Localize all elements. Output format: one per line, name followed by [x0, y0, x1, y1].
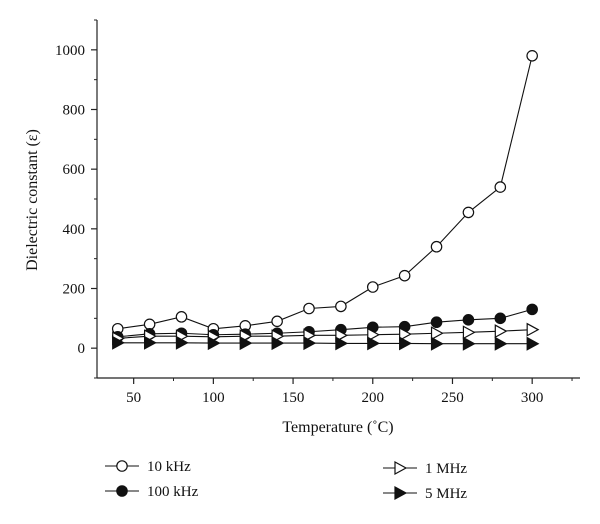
series-line [117, 55, 533, 330]
data-point [239, 336, 253, 351]
chart-series [111, 49, 540, 351]
data-point [366, 281, 379, 293]
data-point [144, 335, 157, 350]
data-point [494, 336, 508, 351]
y-tick-label: 200 [63, 282, 86, 298]
data-point [462, 325, 476, 340]
legend-marker [394, 485, 408, 501]
data-point [526, 336, 540, 351]
data-point [462, 206, 475, 219]
legend-marker [116, 460, 128, 472]
data-point [430, 336, 444, 351]
chart-legend: 10 kHz 100 kHz 1 MHz 5 MHz [105, 459, 467, 502]
x-tick-label: 250 [441, 390, 464, 406]
x-tick-label: 50 [126, 390, 141, 406]
legend-label: 10 kHz [147, 459, 191, 475]
legend-label: 1 MHz [425, 461, 467, 477]
data-point [207, 336, 221, 351]
legend-entry: 1 MHz [383, 460, 467, 477]
data-point [112, 335, 125, 350]
legend-marker [116, 485, 128, 497]
x-tick-label: 150 [282, 390, 305, 406]
x-tick-label: 200 [362, 390, 385, 406]
data-point [303, 336, 317, 351]
data-point [430, 316, 443, 329]
y-axis-label: Dielectric constant (ε) [24, 129, 41, 271]
data-point [462, 336, 476, 351]
y-tick-label: 0 [78, 341, 86, 357]
x-tick-label: 300 [521, 390, 544, 406]
y-tick-label: 1000 [55, 43, 85, 59]
series-3 [112, 335, 540, 351]
data-point [175, 311, 188, 323]
data-point [399, 327, 412, 342]
legend-marker [394, 460, 408, 476]
data-point [399, 336, 412, 351]
legend-entry: 100 kHz [105, 484, 199, 500]
legend-entry: 5 MHz [383, 485, 467, 502]
data-point [430, 240, 443, 253]
y-tick-label: 400 [63, 222, 86, 238]
legend-entry: 10 kHz [105, 459, 191, 475]
x-tick-label: 100 [202, 390, 225, 406]
data-point [430, 326, 444, 341]
chart-axes: 50 100 150 200 250 300 0 200 400 600 800 1000 [55, 19, 580, 406]
data-point [526, 49, 538, 62]
data-point [462, 314, 475, 326]
data-point [367, 336, 381, 351]
legend-label: 100 kHz [147, 484, 199, 500]
data-point [494, 181, 507, 193]
data-point [175, 335, 189, 350]
data-point [335, 300, 347, 313]
series-0 [111, 49, 538, 335]
data-point [526, 303, 538, 316]
data-point [303, 302, 315, 315]
data-point [494, 324, 508, 339]
data-point [494, 312, 507, 325]
y-tick-label: 600 [63, 162, 86, 178]
x-axis-label: Temperature (˚C) [282, 419, 393, 436]
data-point [335, 336, 349, 351]
data-point [143, 318, 156, 331]
data-point [526, 322, 540, 337]
data-point [398, 269, 411, 282]
data-point [271, 315, 283, 328]
data-point [367, 327, 381, 342]
y-tick-label: 800 [63, 103, 86, 119]
data-point [271, 336, 285, 351]
legend-label: 5 MHz [425, 486, 467, 502]
